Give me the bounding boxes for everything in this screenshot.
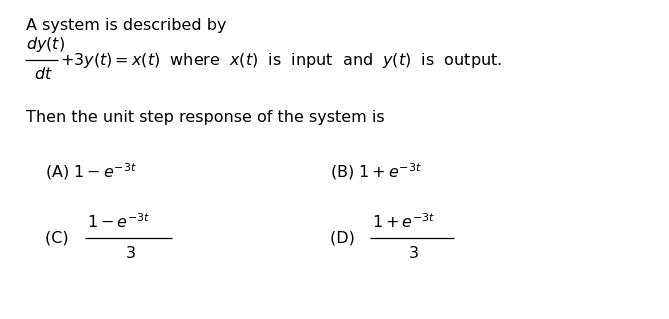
Text: $3$: $3$ (408, 244, 419, 261)
Text: (C): (C) (45, 231, 74, 246)
Text: (A) $1 - e^{-3t}$: (A) $1 - e^{-3t}$ (45, 162, 137, 182)
Text: $dy(t)$: $dy(t)$ (26, 34, 65, 54)
Text: Then the unit step response of the system is: Then the unit step response of the syste… (26, 110, 385, 125)
Text: $+ 3y(t) = x(t)$  where  $x(t)$  is  input  and  $y(t)$  is  output.: $+ 3y(t) = x(t)$ where $x(t)$ is input a… (60, 50, 502, 70)
Text: $dt$: $dt$ (33, 66, 52, 83)
Text: $1 - e^{-3t}$: $1 - e^{-3t}$ (87, 213, 151, 232)
Text: $3$: $3$ (125, 244, 136, 261)
Text: A system is described by: A system is described by (26, 18, 227, 33)
Text: $1+e^{-3t}$: $1+e^{-3t}$ (372, 213, 436, 232)
Text: (D): (D) (330, 231, 360, 246)
Text: (B) $1 + e^{-3t}$: (B) $1 + e^{-3t}$ (330, 162, 422, 182)
